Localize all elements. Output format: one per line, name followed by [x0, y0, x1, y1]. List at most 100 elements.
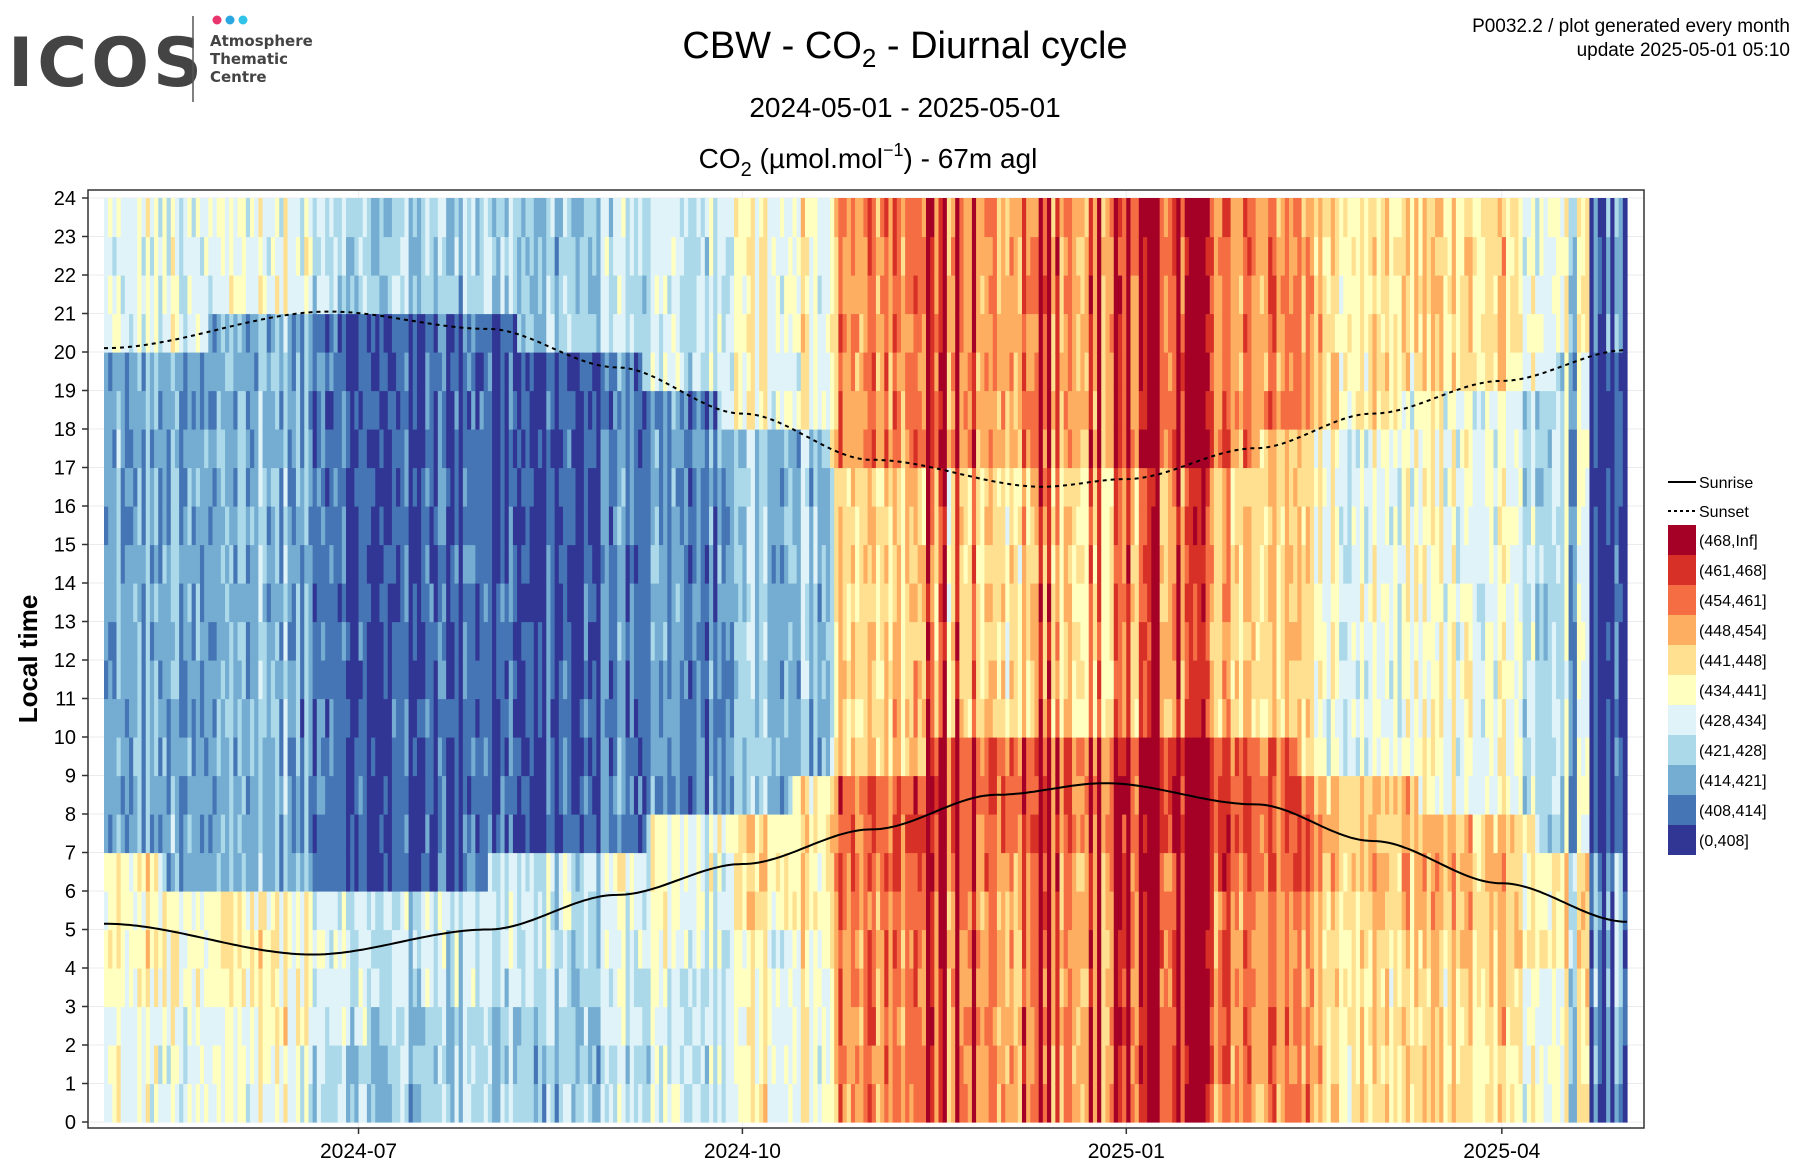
heatmap-cell	[387, 1045, 393, 1085]
heatmap-cell	[112, 775, 118, 815]
heatmap-cell	[825, 506, 831, 546]
heatmap-cell	[554, 1045, 560, 1085]
heatmap-cell	[813, 698, 819, 738]
heatmap-cell	[821, 352, 827, 392]
heatmap-cell	[454, 891, 460, 931]
heatmap-cell	[379, 390, 385, 430]
heatmap-cell	[237, 352, 243, 392]
heatmap-cell	[212, 390, 218, 430]
heatmap-cell	[479, 775, 485, 815]
heatmap-cell	[467, 352, 472, 392]
heatmap-cell	[204, 236, 209, 276]
heatmap-cell	[896, 737, 902, 777]
heatmap-cell	[300, 891, 305, 931]
heatmap-cell	[416, 544, 422, 584]
heatmap-cell	[729, 275, 735, 315]
heatmap-cell	[713, 1083, 718, 1123]
heatmap-cell	[433, 775, 439, 815]
heatmap-cell	[291, 506, 297, 546]
heatmap-cell	[379, 1006, 385, 1046]
heatmap-cell	[354, 275, 360, 315]
heatmap-cell	[366, 1006, 372, 1046]
heatmap-cell	[788, 698, 794, 738]
heatmap-cell	[942, 467, 948, 507]
heatmap-cell	[137, 891, 143, 931]
heatmap-cell	[304, 698, 310, 738]
heatmap-cell	[120, 544, 126, 584]
heatmap-cell	[262, 198, 268, 238]
heatmap-cell	[354, 737, 360, 777]
heatmap-cell	[129, 390, 134, 430]
heatmap-cell	[346, 775, 351, 815]
heatmap-cell	[909, 968, 915, 1008]
heatmap-cell	[621, 467, 627, 507]
heatmap-cell	[779, 236, 785, 276]
heatmap-cell	[654, 660, 660, 700]
heatmap-cell	[400, 621, 406, 661]
heatmap-cell	[537, 660, 543, 700]
heatmap-cell	[946, 467, 952, 507]
heatmap-cell	[779, 544, 785, 584]
heatmap-cell	[358, 775, 364, 815]
heatmap-cell	[663, 467, 668, 507]
heatmap-cell	[562, 737, 568, 777]
heatmap-cell	[525, 583, 531, 623]
heatmap-cell	[416, 1083, 422, 1123]
heatmap-cell	[425, 852, 431, 892]
heatmap-cell	[738, 390, 744, 430]
heatmap-cell	[467, 660, 472, 700]
heatmap-cell	[333, 275, 339, 315]
heatmap-cell	[884, 275, 890, 315]
heatmap-cell	[229, 583, 234, 623]
heatmap-cell	[596, 698, 602, 738]
heatmap-cell	[934, 467, 940, 507]
heatmap-cell	[295, 313, 301, 353]
heatmap-cell	[955, 313, 960, 353]
heatmap-cell	[346, 737, 351, 777]
heatmap-cell	[754, 968, 760, 1008]
heatmap-cell	[604, 583, 610, 623]
heatmap-cell	[821, 621, 827, 661]
heatmap-cell	[742, 390, 748, 430]
heatmap-cell	[250, 814, 255, 854]
heatmap-cell	[734, 467, 739, 507]
heatmap-cell	[913, 1045, 919, 1085]
heatmap-cell	[646, 775, 652, 815]
heatmap-cell	[124, 506, 130, 546]
heatmap-cell	[404, 891, 410, 931]
heatmap-cell	[604, 698, 610, 738]
heatmap-cell	[742, 775, 748, 815]
heatmap-cell	[412, 968, 418, 1008]
heatmap-cell	[124, 1045, 130, 1085]
heatmap-cell	[391, 698, 397, 738]
heatmap-cell	[529, 275, 535, 315]
heatmap-cell	[475, 814, 481, 854]
heatmap-cell	[796, 352, 802, 392]
heatmap-cell	[571, 1006, 577, 1046]
heatmap-cell	[429, 1083, 435, 1123]
heatmap-cell	[250, 1083, 255, 1123]
heatmap-cell	[262, 236, 268, 276]
heatmap-cell	[104, 275, 109, 315]
heatmap-cell	[821, 968, 827, 1008]
heatmap-cell	[917, 429, 923, 469]
heatmap-cell	[608, 1006, 614, 1046]
heatmap-cell	[767, 236, 773, 276]
heatmap-cell	[788, 506, 794, 546]
heatmap-cell	[375, 929, 380, 969]
heatmap-cell	[938, 929, 944, 969]
heatmap-cell	[371, 275, 376, 315]
heatmap-cell	[830, 1006, 835, 1046]
heatmap-cell	[283, 236, 289, 276]
heatmap-cell	[734, 775, 739, 815]
heatmap-cell	[270, 506, 276, 546]
heatmap-cell	[592, 313, 597, 353]
heatmap-cell	[884, 775, 890, 815]
heatmap-cell	[855, 1006, 860, 1046]
heatmap-cell	[900, 737, 906, 777]
heatmap-cell	[700, 467, 706, 507]
heatmap-cell	[496, 814, 501, 854]
heatmap-cell	[537, 275, 543, 315]
heatmap-cell	[930, 313, 935, 353]
heatmap-cell	[633, 929, 639, 969]
